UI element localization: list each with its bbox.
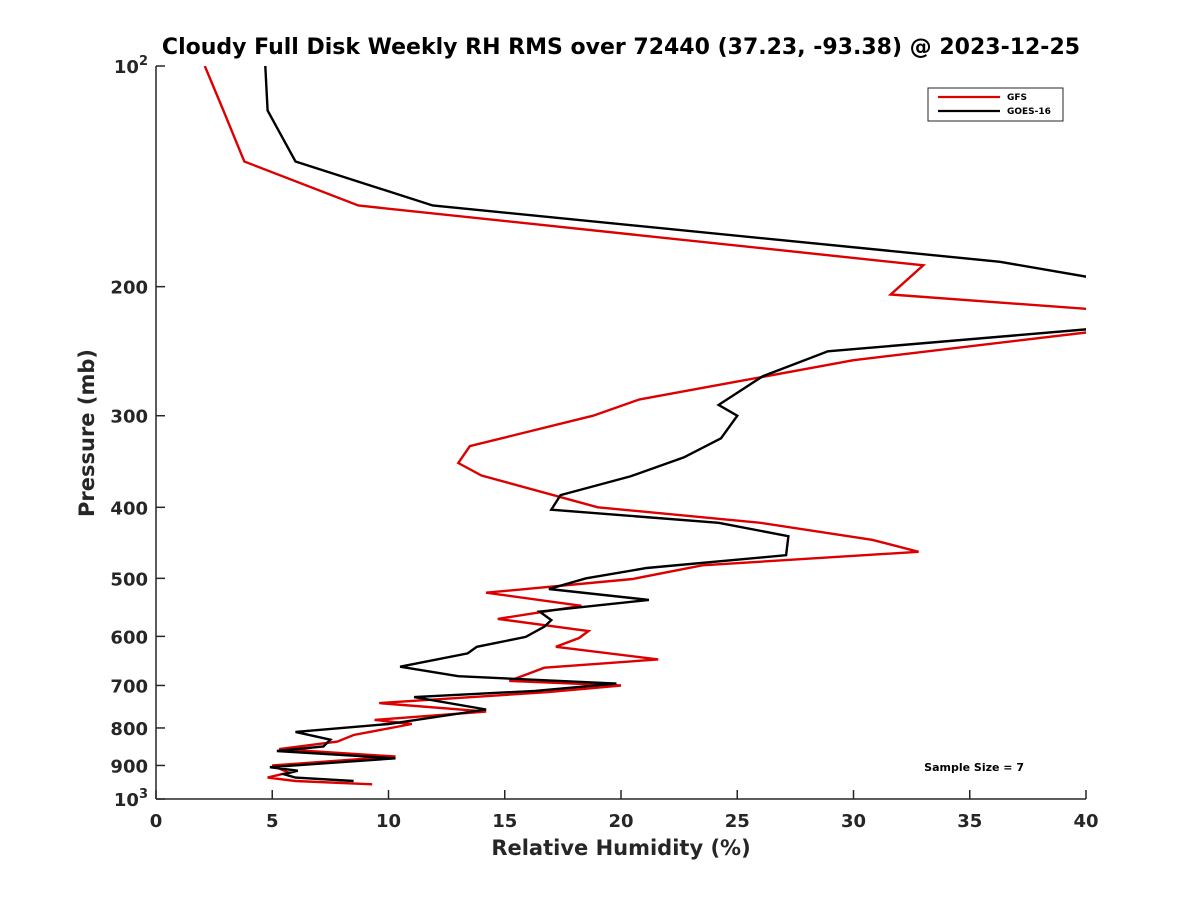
legend-label-gfs: GFS [1007,93,1027,103]
y-tick-label: 900 [110,756,148,777]
legend: GFS GOES-16 [927,87,1064,122]
y-axis-label: Pressure (mb) [75,349,99,517]
x-tick-label: 5 [266,811,279,832]
y-tick-label: 102 [114,54,148,78]
y-ticks: 102 200 300 400 500 600 700 800 900 103 [110,54,165,811]
y-tick-label: 200 [110,278,148,299]
x-tick-label: 35 [957,811,982,832]
y-tick-label: 103 [114,787,148,811]
y-tick-label: 700 [110,676,148,697]
x-tick-label: 20 [608,811,633,832]
y-tick-label: 800 [110,719,148,740]
x-tick-label: 15 [492,811,517,832]
chart-title: Cloudy Full Disk Weekly RH RMS over 7244… [162,35,1080,60]
x-axis-label: Relative Humidity (%) [491,836,750,860]
sample-size-annotation: Sample Size = 7 [924,761,1024,774]
y-tick-label: 600 [110,627,148,648]
x-ticks: 0 5 10 15 20 25 30 35 40 [150,790,1099,832]
y-tick-label: 500 [110,569,148,590]
x-tick-label: 0 [150,811,163,832]
y-tick-label: 300 [110,407,148,428]
legend-label-goes16: GOES-16 [1007,107,1051,117]
legend-box [927,87,1064,122]
series-line-goes16 [264,66,1086,783]
x-tick-label: 10 [376,811,401,832]
plot-background [156,66,1086,799]
x-tick-label: 40 [1073,811,1098,832]
x-tick-label: 25 [725,811,750,832]
y-tick-label: 400 [110,498,148,519]
x-tick-label: 30 [841,811,866,832]
series-lines [203,66,1086,786]
